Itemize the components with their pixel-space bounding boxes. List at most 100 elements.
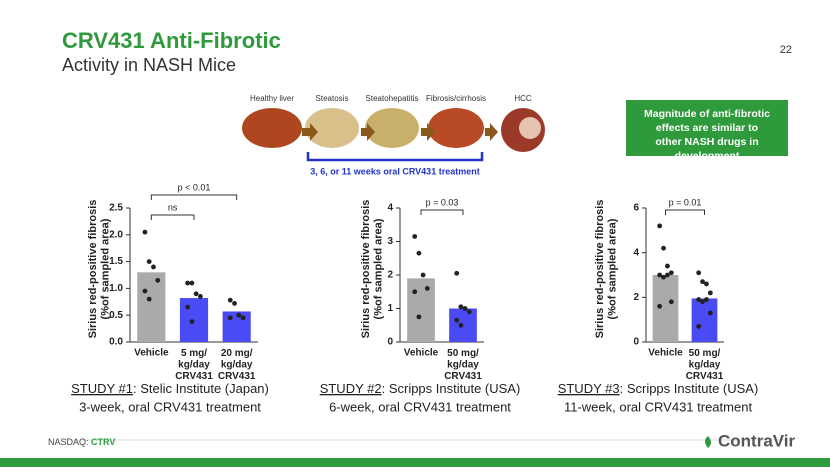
stage-label: Steatosis <box>316 94 349 103</box>
data-point <box>227 297 233 303</box>
x-tick-label: 20 mg/kg/day CRV431 <box>218 348 256 382</box>
p-value: p = 0.03 <box>426 197 459 207</box>
data-point <box>696 297 702 302</box>
y-tick-label: 2 <box>633 292 639 303</box>
exchange: NASDAQ: <box>48 437 91 447</box>
data-point <box>458 322 464 328</box>
data-point <box>696 270 702 276</box>
y-tick-label: 6 <box>633 203 639 214</box>
footer: NASDAQ: CTRV <box>48 437 115 447</box>
data-point <box>185 280 191 286</box>
callout-text: Magnitude of anti-fibrotic effects are si… <box>644 108 770 162</box>
x-tick-label: 50 mg/kg/day CRV431 <box>686 348 724 382</box>
caption-text: : Scripps Institute (USA) <box>620 381 759 396</box>
data-point <box>661 245 666 251</box>
caption-label: STUDY #1 <box>71 381 133 396</box>
y-axis-label: Sirius red-positive fibrosis(%of sampled… <box>87 200 112 339</box>
caption-detail: 6-week, oral CRV431 treatment <box>329 399 511 414</box>
x-tick-label: Vehicle <box>404 348 439 359</box>
data-point <box>142 288 148 294</box>
caption-label: STUDY #2 <box>320 381 382 396</box>
caption: STUDY #3: Scripps Institute (USA) <box>558 381 759 396</box>
p-value: p < 0.01 <box>178 182 211 192</box>
livers <box>242 108 545 162</box>
data-point <box>657 223 663 229</box>
data-point <box>227 315 233 321</box>
bracket <box>420 209 464 215</box>
data-point <box>198 294 203 299</box>
logo: ContraVir <box>718 431 796 450</box>
bar <box>179 298 209 342</box>
data-point <box>416 250 422 256</box>
y-axis-label: Sirius red-positive fibrosis(%of sampled… <box>594 200 619 339</box>
data-point <box>665 272 670 278</box>
data-point <box>657 303 663 309</box>
caption-text: : Scripps Institute (USA) <box>382 381 521 396</box>
y-tick-label: 0.5 <box>109 310 123 321</box>
bar <box>691 298 718 342</box>
data-point <box>704 297 709 302</box>
data-point <box>424 286 430 291</box>
stage-label: Steatohepatitis <box>366 94 419 103</box>
data-point <box>146 296 152 302</box>
y-tick-label: 2 <box>387 270 393 281</box>
data-point <box>151 264 156 270</box>
data-point <box>412 289 418 295</box>
caption-label: STUDY #3 <box>558 381 620 396</box>
data-point <box>193 291 199 297</box>
stage-label: HCC <box>514 94 532 103</box>
data-point <box>189 319 195 325</box>
data-point <box>236 312 242 318</box>
caption-detail: 11-week, oral CRV431 treatment <box>564 399 753 414</box>
data-point <box>657 272 663 278</box>
data-point <box>155 277 161 283</box>
callout-box <box>626 100 788 156</box>
caption-text: : Stelic Institute (Japan) <box>133 381 269 396</box>
bracket <box>665 209 705 215</box>
y-tick-label: 2.0 <box>109 229 123 240</box>
data-point <box>700 299 705 305</box>
footer-bar <box>0 458 830 467</box>
p-value: ns <box>168 202 178 212</box>
y-tick-label: 0.0 <box>109 337 123 348</box>
bracket <box>150 194 238 200</box>
data-point <box>189 280 195 286</box>
x-tick-label: 50 mg/kg/day CRV431 <box>444 348 482 382</box>
bar <box>407 278 435 342</box>
bar <box>222 311 251 342</box>
data-point <box>668 270 674 276</box>
bar <box>652 275 679 342</box>
data-point <box>704 281 709 287</box>
data-point <box>420 272 426 278</box>
x-tick-label: Vehicle <box>134 348 169 359</box>
x-tick-label: 5 mg/kg/day CRV431 <box>175 348 213 382</box>
data-point <box>458 304 464 310</box>
data-point <box>412 234 418 239</box>
stage-label: Fibrosis/cirrhosis <box>426 94 486 103</box>
y-tick-label: 4 <box>633 247 639 258</box>
ticker: CTRV <box>91 437 115 447</box>
y-tick-label: 1 <box>387 303 393 314</box>
y-tick-label: 2.5 <box>109 203 123 214</box>
y-tick-label: 0 <box>387 337 393 348</box>
y-tick-label: 1.0 <box>109 283 123 294</box>
bar <box>137 272 166 342</box>
data-point <box>696 323 702 329</box>
data-point <box>416 314 422 320</box>
data-point <box>466 309 472 315</box>
x-tick-label: Vehicle <box>648 348 683 359</box>
y-tick-label: 1.5 <box>109 256 123 267</box>
caption-detail: 3-week, oral CRV431 treatment <box>79 399 261 414</box>
stage-label: Healthy liver <box>250 94 294 103</box>
data-point <box>146 259 152 264</box>
data-point <box>454 317 460 323</box>
data-point <box>707 310 713 316</box>
page-number: 22 <box>780 44 792 56</box>
data-point <box>668 299 674 305</box>
data-point <box>661 274 666 280</box>
caption: STUDY #2: Scripps Institute (USA) <box>320 381 521 396</box>
data-point <box>700 279 705 285</box>
data-point <box>240 315 246 321</box>
